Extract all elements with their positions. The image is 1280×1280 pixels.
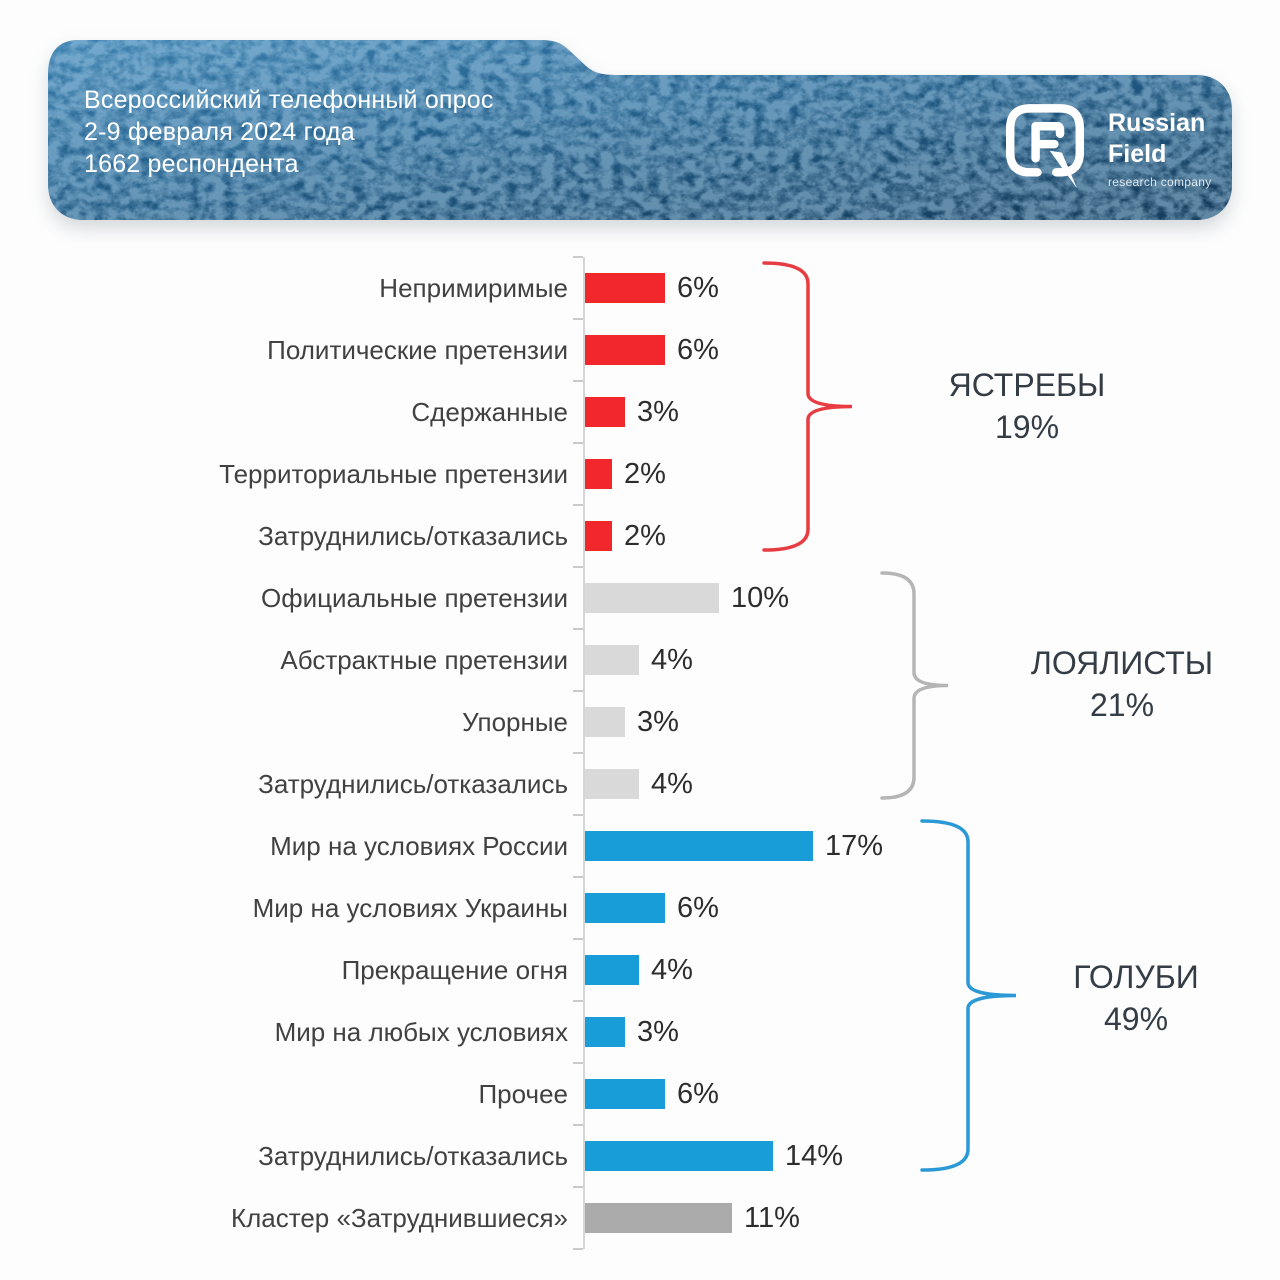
category-label: Абстрактные претензии [280, 644, 568, 675]
category-label: Прекращение огня [341, 954, 568, 985]
group-name: ГОЛУБИ [1073, 959, 1199, 995]
group-label: ЛОЯЛИСТЫ 21% [962, 642, 1280, 726]
category-label: Кластер «Затруднившиеся» [230, 1202, 568, 1233]
axis-tick [573, 318, 583, 320]
axis-tick [573, 876, 583, 878]
bar [585, 397, 625, 427]
axis-tick [573, 1000, 583, 1002]
bar [585, 769, 639, 799]
value-label: 4% [651, 953, 693, 986]
axis-line [583, 257, 585, 1249]
axis-tick [573, 814, 583, 816]
group-total: 21% [1089, 687, 1155, 723]
logo-name-line2: Field [1108, 140, 1167, 168]
value-label: 6% [677, 891, 719, 924]
axis-tick [573, 504, 583, 506]
value-label: 4% [651, 643, 693, 676]
group-total: 49% [1103, 1001, 1169, 1037]
group-name: ЯСТРЕБЫ [948, 367, 1106, 403]
axis-tick [573, 752, 583, 754]
category-label: Затруднились/отказались [258, 768, 568, 799]
group-label: ГОЛУБИ 49% [976, 956, 1280, 1040]
value-label: 3% [637, 1015, 679, 1048]
category-label: Затруднились/отказались [258, 520, 568, 551]
bar [585, 335, 665, 365]
bar [585, 521, 612, 551]
group-total: 19% [994, 409, 1060, 445]
category-label: Официальные претензии [261, 582, 568, 613]
group-name: ЛОЯЛИСТЫ [1030, 645, 1214, 681]
category-label: Сдержанные [411, 396, 568, 427]
logo-wordmark: Russian Field research company [1108, 108, 1212, 189]
category-label: Политические претензии [267, 334, 568, 365]
axis-tick [573, 938, 583, 940]
value-label: 3% [637, 705, 679, 738]
bar [585, 955, 639, 985]
value-label: 6% [677, 271, 719, 304]
survey-meta: Всероссийский телефонный опрос 2-9 февра… [84, 84, 494, 180]
category-label: Территориальные претензии [219, 458, 568, 489]
group-label: ЯСТРЕБЫ 19% [867, 364, 1187, 448]
category-label: Мир на любых условиях [274, 1016, 568, 1047]
value-label: 4% [651, 767, 693, 800]
category-label: Непримиримые [379, 272, 568, 303]
category-label: Затруднились/отказались [258, 1140, 568, 1171]
value-label: 14% [785, 1139, 844, 1172]
value-label: 10% [731, 581, 790, 614]
axis-tick [573, 1248, 583, 1250]
category-label: Мир на условиях Украины [252, 892, 568, 923]
group-brace [880, 571, 949, 800]
axis-tick [573, 628, 583, 630]
logo-name-line1: Russian [1108, 109, 1206, 137]
value-label: 6% [677, 333, 719, 366]
survey-meta-line3: 1662 респондента [84, 150, 299, 178]
logo-tagline: research company [1108, 175, 1212, 189]
bar [585, 273, 665, 303]
category-label: Мир на условиях России [270, 830, 568, 861]
bar [585, 1203, 732, 1233]
axis-tick [573, 566, 583, 568]
value-label: 2% [624, 457, 666, 490]
bar [585, 831, 813, 861]
group-brace [762, 261, 853, 552]
category-label: Упорные [462, 706, 568, 737]
axis-tick [573, 256, 583, 258]
value-label: 17% [825, 829, 884, 862]
category-label: Прочее [478, 1078, 568, 1109]
bar [585, 1141, 773, 1171]
bar [585, 1017, 625, 1047]
bar [585, 707, 625, 737]
value-label: 3% [637, 395, 679, 428]
value-label: 6% [677, 1077, 719, 1110]
bar [585, 893, 665, 923]
axis-tick [573, 690, 583, 692]
bar [585, 645, 639, 675]
survey-meta-line1: Всероссийский телефонный опрос [84, 86, 494, 114]
bar [585, 1079, 665, 1109]
logo-bubble-tail [1049, 150, 1077, 189]
russian-field-logo: Russian Field research company [998, 96, 1212, 196]
value-label: 11% [744, 1201, 800, 1234]
value-label: 2% [624, 519, 666, 552]
axis-tick [573, 1186, 583, 1188]
axis-tick [573, 380, 583, 382]
logo-bubble-icon [1005, 104, 1085, 189]
axis-tick [573, 1062, 583, 1064]
bar [585, 583, 719, 613]
bar [585, 459, 612, 489]
axis-tick [573, 442, 583, 444]
survey-meta-line2: 2-9 февраля 2024 года [84, 118, 355, 146]
axis-tick [573, 1124, 583, 1126]
